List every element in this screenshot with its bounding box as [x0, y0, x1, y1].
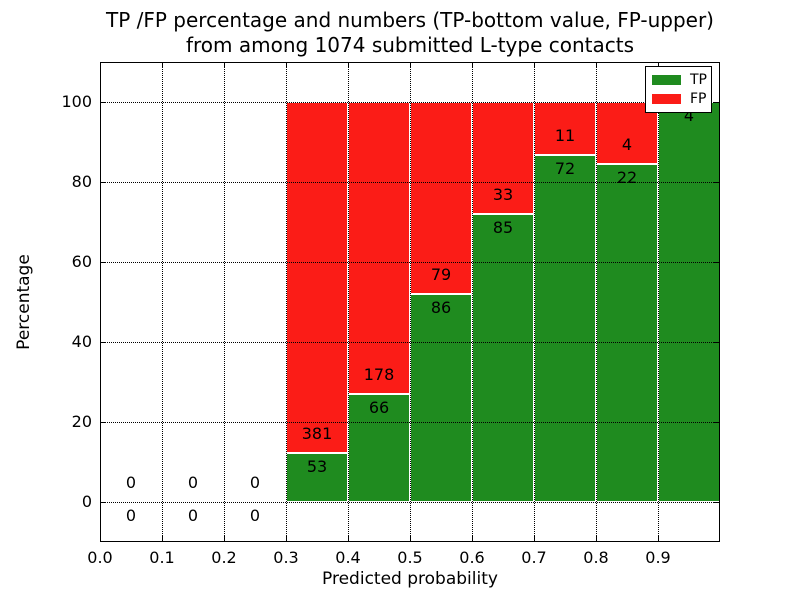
bar-fp-0.3 — [286, 102, 348, 454]
x-tick-top — [100, 62, 102, 68]
x-tick-label: 0.9 — [645, 548, 671, 567]
y-axis-label: Percentage — [14, 254, 34, 350]
x-tick-label: 0.8 — [583, 548, 609, 567]
chart-title-line1: TP /FP percentage and numbers (TP-bottom… — [106, 8, 714, 32]
x-tick-label: 0.2 — [211, 548, 237, 567]
x-tick-label: 0.0 — [87, 548, 113, 567]
y-tick-label: 100 — [61, 92, 92, 111]
legend-label-fp: FP — [690, 91, 707, 107]
x-tick-top — [286, 62, 288, 68]
bar-tp-0.9 — [658, 102, 720, 502]
y-tick-label: 0 — [81, 492, 92, 511]
x-tick — [348, 536, 350, 542]
x-tick-top — [472, 62, 474, 68]
x-tick-label: 0.4 — [335, 548, 361, 567]
y-tick-label: 40 — [71, 332, 92, 351]
legend-swatch-tp — [652, 75, 681, 85]
x-tick-top — [534, 62, 536, 68]
x-tick — [286, 536, 288, 542]
x-tick — [224, 536, 226, 542]
bar-fp-0.4 — [348, 102, 410, 394]
bar-fp-0.5 — [410, 102, 472, 294]
x-tick-label: 0.6 — [459, 548, 485, 567]
tp-count-label: 0 — [187, 506, 199, 525]
fp-count-label: 0 — [249, 473, 261, 492]
bar-fp-0.7 — [534, 102, 596, 155]
x-tick-label: 0.1 — [149, 548, 175, 567]
x-tick — [472, 536, 474, 542]
x-tick — [596, 536, 598, 542]
y-tick-right — [714, 182, 720, 184]
gridline-x-0.1 — [162, 62, 163, 542]
gridline-y-0 — [100, 502, 720, 503]
y-tick — [100, 262, 106, 264]
y-tick-label: 60 — [71, 252, 92, 271]
y-tick — [100, 102, 106, 104]
legend-entry-fp: FP — [646, 91, 711, 107]
fp-count-label: 0 — [125, 473, 137, 492]
bar-tp-0.7 — [534, 155, 596, 502]
x-axis-label: Predicted probability — [322, 569, 498, 589]
legend-swatch-fp — [652, 94, 681, 104]
bar-tp-0.8 — [596, 163, 658, 502]
bar-tp-0.3 — [286, 453, 348, 502]
x-tick-top — [410, 62, 412, 68]
y-tick-right — [714, 102, 720, 104]
x-tick — [534, 536, 536, 542]
x-tick-top — [348, 62, 350, 68]
x-tick — [410, 536, 412, 542]
x-tick-top — [596, 62, 598, 68]
y-tick-label: 20 — [71, 412, 92, 431]
bar-tp-0.6 — [472, 213, 534, 502]
y-tick — [100, 422, 106, 424]
legend-entry-tp: TP — [646, 72, 711, 88]
chart-title: TP /FP percentage and numbers (TP-bottom… — [100, 8, 720, 58]
bar-tp-0.5 — [410, 293, 472, 502]
y-tick — [100, 502, 106, 504]
tp-count-label: 0 — [125, 506, 137, 525]
y-tick-right — [714, 262, 720, 264]
x-tick — [100, 536, 102, 542]
x-tick-top — [224, 62, 226, 68]
y-tick — [100, 182, 106, 184]
bar-tp-0.4 — [348, 393, 410, 502]
plot-area: 0 0 0 0 0 0 381 53 178 66 79 86 33 85 11 72 4 22 4 TP FP — [100, 62, 720, 542]
legend: TP FP — [645, 66, 712, 113]
y-tick-right — [714, 342, 720, 344]
y-tick-label: 80 — [71, 172, 92, 191]
x-tick-label: 0.3 — [273, 548, 299, 567]
bar-fp-0.6 — [472, 102, 534, 214]
x-tick — [162, 536, 164, 542]
y-tick-right — [714, 422, 720, 424]
tp-count-label: 0 — [249, 506, 261, 525]
fp-count-label: 0 — [187, 473, 199, 492]
x-tick-label: 0.5 — [397, 548, 423, 567]
x-tick — [658, 536, 660, 542]
x-tick-top — [162, 62, 164, 68]
x-tick-label: 0.7 — [521, 548, 547, 567]
legend-label-tp: TP — [690, 72, 707, 88]
y-tick-right — [714, 502, 720, 504]
y-tick — [100, 342, 106, 344]
gridline-x-0.2 — [224, 62, 225, 542]
chart-title-line2: from among 1074 submitted L-type contact… — [185, 33, 635, 57]
